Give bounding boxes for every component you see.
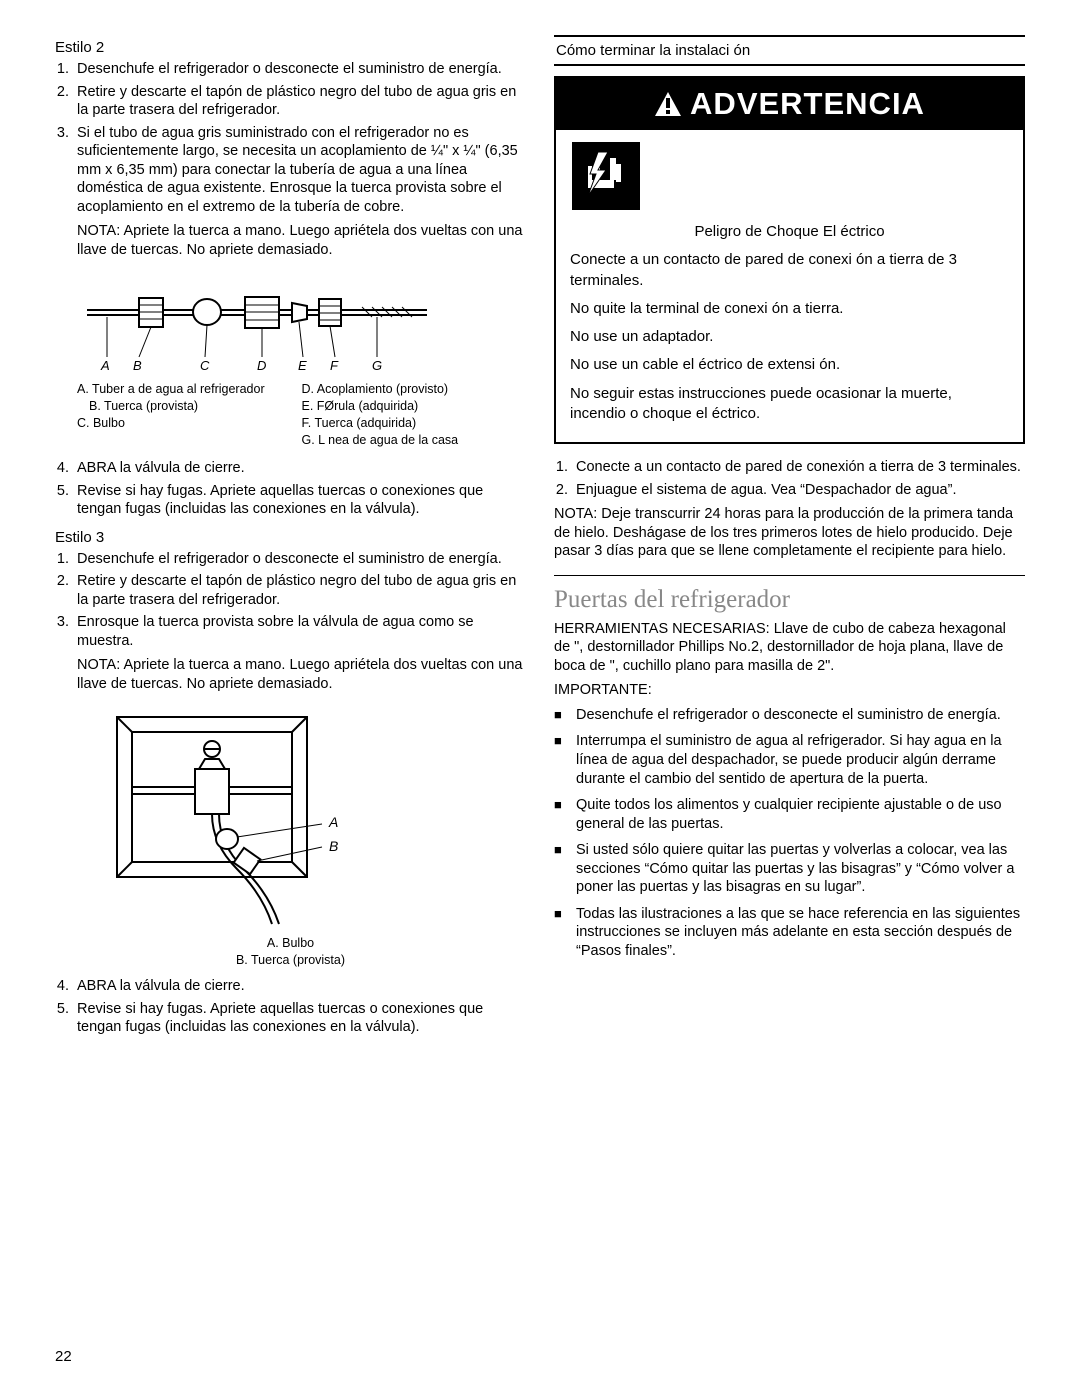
caption-line: B. Tuerca (provista) xyxy=(89,398,282,415)
list-item: ■Interrumpa el suministro de agua al ref… xyxy=(554,732,1025,788)
valve-diagram: A B xyxy=(77,699,526,929)
svg-text:G: G xyxy=(372,358,382,373)
finish-install-list: 1.Conecte a un contacto de pared de cone… xyxy=(554,458,1025,499)
list-item: 3.Si el tubo de agua gris suministrado c… xyxy=(55,124,526,217)
list-item: 5.Revise si hay fugas. Apriete aquellas … xyxy=(55,1000,526,1037)
warning-line: No quite la terminal de conexi ón a tier… xyxy=(570,299,1009,319)
estilo2-note: NOTA: Apriete la tuerca a mano. Luego ap… xyxy=(77,222,526,259)
warning-line: No use un adaptador. xyxy=(570,327,1009,347)
svg-text:C: C xyxy=(200,358,210,373)
coupling-diagram-caption: A. Tuber a de agua al refrigerador B. Tu… xyxy=(77,381,506,449)
warning-line: No use un cable el éctrico de extensi ón… xyxy=(570,355,1009,375)
caption-line: A. Tuber a de agua al refrigerador xyxy=(77,381,282,398)
left-column: Estilo 2 1.Desenchufe el refrigerador o … xyxy=(55,35,526,1043)
caption-line: E. FØrula (adquirida) xyxy=(302,398,507,415)
page-number: 22 xyxy=(55,1348,72,1365)
electric-shock-icon xyxy=(570,140,642,212)
svg-text:A: A xyxy=(100,358,110,373)
warning-box: ADVERTENCIA Peligro de Choque El éctrico… xyxy=(554,76,1025,444)
coupling-diagram: A B C D E F G xyxy=(77,265,526,375)
doors-title: Puertas del refrigerador xyxy=(554,586,1025,614)
list-item: 1.Desenchufe el refrigerador o desconect… xyxy=(55,550,526,569)
list-item: 4.ABRA la válvula de cierre. xyxy=(55,977,526,996)
svg-text:F: F xyxy=(330,358,339,373)
tools-text: HERRAMIENTAS NECESARIAS: Llave de cubo d… xyxy=(554,620,1025,676)
importante-bullets: ■Desenchufe el refrigerador o desconecte… xyxy=(554,706,1025,961)
estilo3-list: 1.Desenchufe el refrigerador o desconect… xyxy=(55,550,526,651)
caption-line: F. Tuerca (adquirida) xyxy=(302,415,507,432)
page-content: Estilo 2 1.Desenchufe el refrigerador o … xyxy=(55,35,1025,1043)
list-item: 5.Revise si hay fugas. Apriete aquellas … xyxy=(55,482,526,519)
svg-text:A: A xyxy=(328,814,338,830)
list-item: 2.Retire y descarte el tapón de plástico… xyxy=(55,572,526,609)
svg-text:E: E xyxy=(298,358,307,373)
warning-subtitle: Peligro de Choque El éctrico xyxy=(570,222,1009,242)
estilo3-list-cont: 4.ABRA la válvula de cierre. 5.Revise si… xyxy=(55,977,526,1037)
shock-icon-row xyxy=(556,130,1023,220)
list-item: 1.Desenchufe el refrigerador o desconect… xyxy=(55,60,526,79)
valve-diagram-caption: A. Bulbo B. Tuerca (provista) xyxy=(55,935,526,969)
list-item: 2.Enjuague el sistema de agua. Vea “Desp… xyxy=(554,481,1025,500)
warning-header: ADVERTENCIA xyxy=(556,78,1023,130)
svg-text:D: D xyxy=(257,358,266,373)
estilo3-heading: Estilo 3 xyxy=(55,529,526,546)
warning-line: No seguir estas instrucciones puede ocas… xyxy=(570,384,1009,425)
caption-line: B. Tuerca (provista) xyxy=(55,952,526,969)
importante-label: IMPORTANTE: xyxy=(554,681,1025,700)
estilo2-heading: Estilo 2 xyxy=(55,39,526,56)
warning-title: ADVERTENCIA xyxy=(690,86,925,122)
estilo2-list: 1.Desenchufe el refrigerador o desconect… xyxy=(55,60,526,216)
svg-text:B: B xyxy=(329,838,338,854)
caption-line: C. Bulbo xyxy=(77,415,282,432)
list-item: ■Desenchufe el refrigerador o desconecte… xyxy=(554,706,1025,725)
estilo3-note: NOTA: Apriete la tuerca a mano. Luego ap… xyxy=(77,656,526,693)
estilo2-list-cont: 4.ABRA la válvula de cierre. 5.Revise si… xyxy=(55,459,526,519)
caption-line: A. Bulbo xyxy=(55,935,526,952)
finish-install-note: NOTA: Deje transcurrir 24 horas para la … xyxy=(554,505,1025,561)
right-column: Cómo terminar la instalaci ón ADVERTENCI… xyxy=(554,35,1025,1043)
list-item: ■Todas las ilustraciones a las que se ha… xyxy=(554,905,1025,961)
list-item: 4.ABRA la válvula de cierre. xyxy=(55,459,526,478)
list-item: 1.Conecte a un contacto de pared de cone… xyxy=(554,458,1025,477)
list-item: ■Si usted sólo quiere quitar las puertas… xyxy=(554,841,1025,897)
section-heading: Cómo terminar la instalaci ón xyxy=(554,35,1025,66)
list-item: 3.Enrosque la tuerca provista sobre la v… xyxy=(55,613,526,650)
alert-triangle-icon xyxy=(654,91,682,117)
warning-line: Conecte a un contacto de pared de conexi… xyxy=(570,250,1009,291)
warning-body: Peligro de Choque El éctrico Conecte a u… xyxy=(556,220,1023,442)
svg-text:B: B xyxy=(133,358,142,373)
list-item: 2.Retire y descarte el tapón de plástico… xyxy=(55,83,526,120)
caption-line: G. L nea de agua de la casa xyxy=(302,432,507,449)
divider xyxy=(554,575,1025,576)
caption-line: D. Acoplamiento (provisto) xyxy=(302,381,507,398)
list-item: ■Quite todos los alimentos y cualquier r… xyxy=(554,796,1025,833)
